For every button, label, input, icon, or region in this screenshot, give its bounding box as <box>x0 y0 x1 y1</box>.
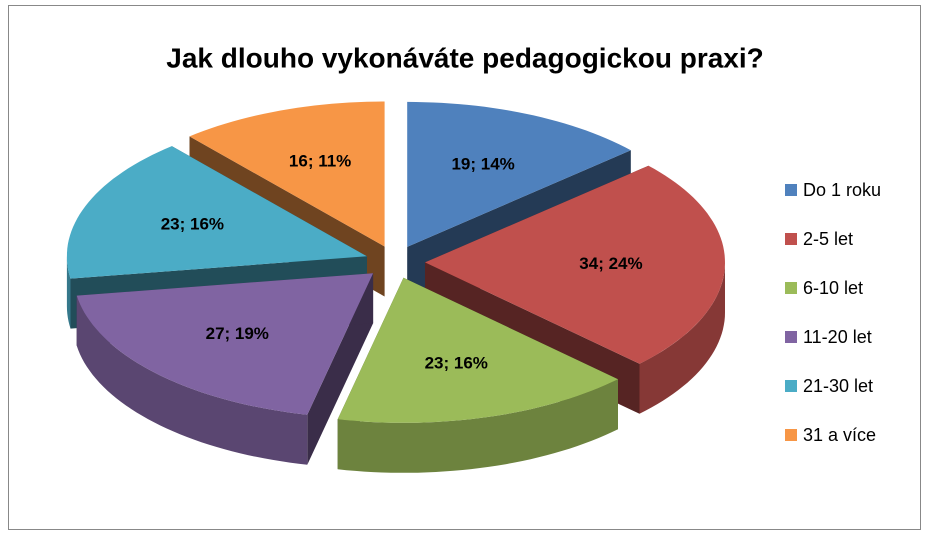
slice-side <box>337 379 618 473</box>
slice-side <box>66 256 71 329</box>
slice <box>407 101 631 247</box>
slice: 27; 19% <box>76 273 374 465</box>
slice <box>76 273 374 415</box>
slice <box>425 165 725 364</box>
slice <box>66 146 367 279</box>
slice-side <box>639 262 725 414</box>
data-label: 27; 19% <box>206 324 269 343</box>
slice <box>189 101 385 247</box>
data-label: 19; 14% <box>451 154 514 173</box>
legend-swatch <box>785 282 797 294</box>
chart-title: Jak dlouho vykonáváte pedagogickou praxi… <box>166 42 764 73</box>
legend-swatch <box>785 184 797 196</box>
legend-swatch <box>785 380 797 392</box>
data-label: 16; 11% <box>289 152 351 171</box>
legend-swatch <box>785 233 797 245</box>
legend-label: 31 a více <box>803 425 876 445</box>
slice-side <box>76 295 308 465</box>
data-label: 23; 16% <box>161 215 224 234</box>
slice: 23; 16% <box>337 277 618 473</box>
legend-swatch <box>785 331 797 343</box>
legend-label: Do 1 roku <box>803 180 881 200</box>
legend-label: 11-20 let <box>803 327 872 347</box>
data-label: 34; 24% <box>579 254 642 273</box>
legend-swatch <box>785 429 797 441</box>
legend-label: 21-30 let <box>803 376 873 396</box>
legend-label: 2-5 let <box>803 229 853 249</box>
slice <box>337 277 618 423</box>
data-label: 23; 16% <box>425 354 488 373</box>
legend-label: 6-10 let <box>803 278 863 298</box>
